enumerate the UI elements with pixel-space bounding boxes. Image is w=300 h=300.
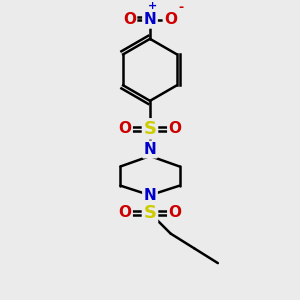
Text: O: O	[169, 122, 182, 136]
Text: O: O	[123, 12, 136, 27]
Text: +: +	[148, 1, 157, 11]
Text: S: S	[143, 204, 157, 222]
Text: O: O	[118, 122, 131, 136]
Text: N: N	[144, 142, 156, 157]
Text: O: O	[164, 12, 177, 27]
Text: N: N	[144, 12, 156, 27]
Text: O: O	[118, 206, 131, 220]
Text: O: O	[169, 206, 182, 220]
Text: -: -	[178, 2, 184, 14]
Text: S: S	[143, 120, 157, 138]
Text: N: N	[144, 188, 156, 203]
